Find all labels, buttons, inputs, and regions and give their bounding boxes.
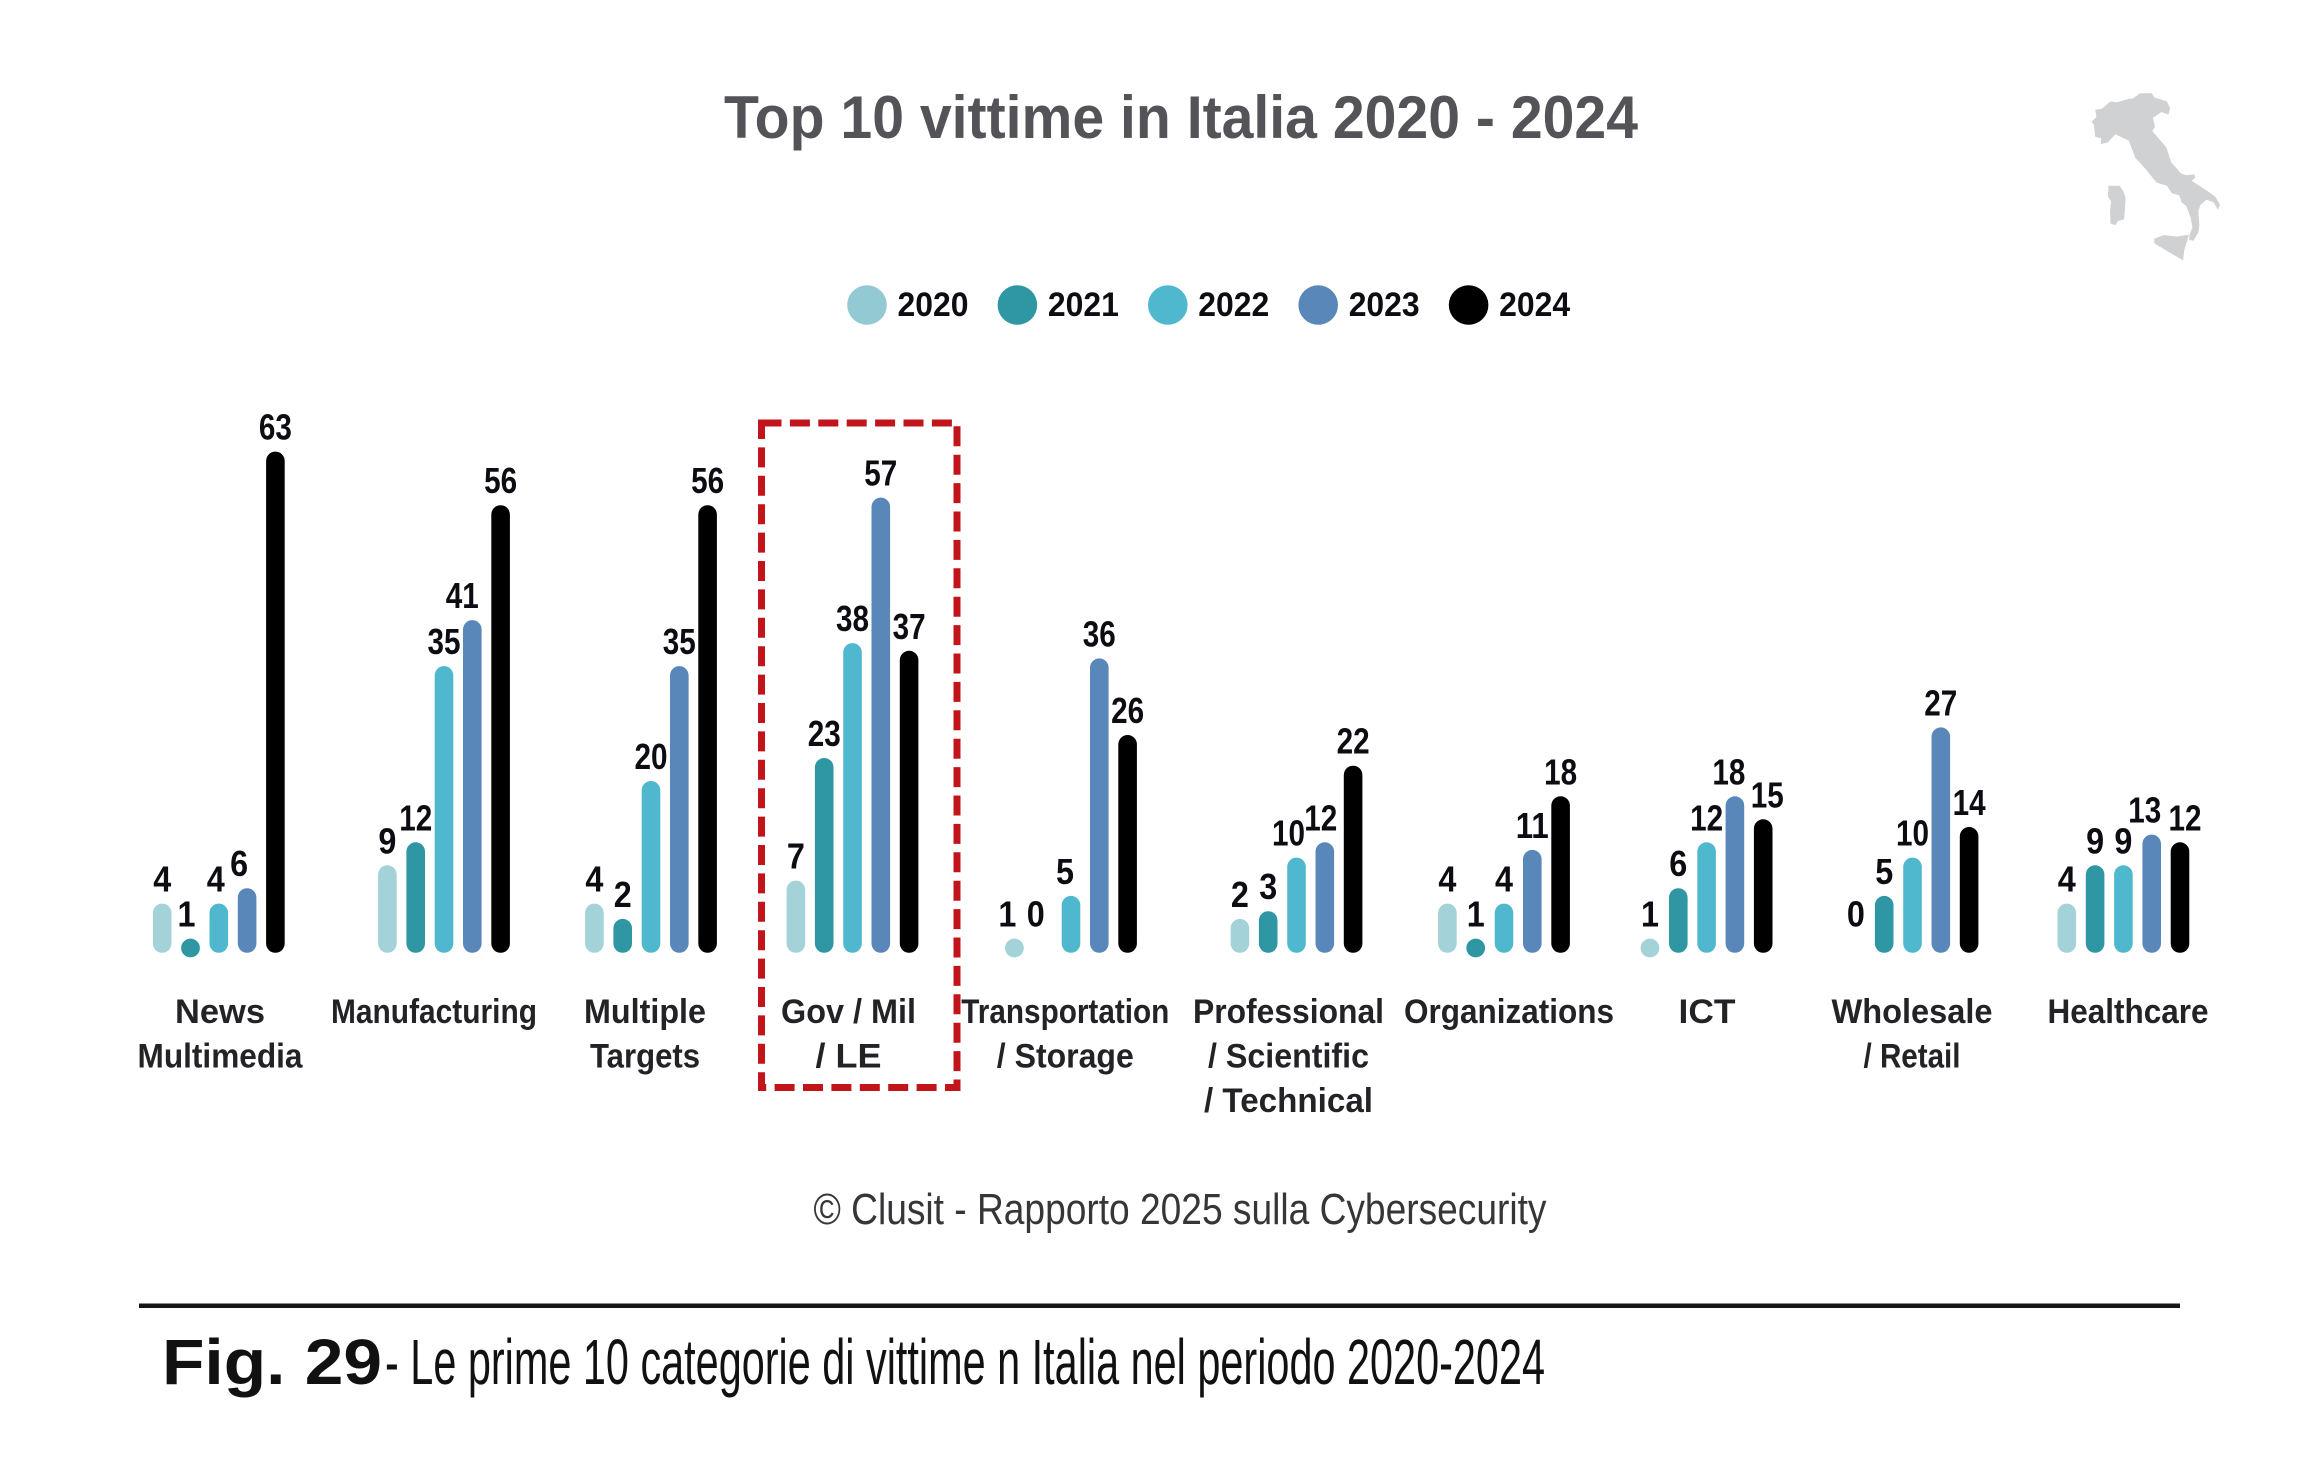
svg-text:63: 63 [259,407,292,448]
svg-text:4: 4 [1495,859,1513,900]
svg-text:2: 2 [614,874,632,915]
svg-text:27: 27 [1924,682,1957,723]
svg-text:/ Scientific: / Scientific [1208,1038,1369,1076]
svg-text:Transportation: Transportation [961,993,1169,1031]
svg-text:Gov / Mil: Gov / Mil [781,993,916,1031]
svg-text:Top 10 vittime in Italia 2020: Top 10 vittime in Italia 2020 - 2024 [724,84,1639,151]
svg-text:35: 35 [428,621,461,662]
svg-text:/ LE: / LE [816,1038,882,1076]
svg-text:12: 12 [1690,797,1723,838]
svg-text:Wholesale: Wholesale [1832,993,1993,1031]
svg-text:10: 10 [1896,813,1929,854]
svg-text:56: 56 [484,460,517,501]
svg-text:1: 1 [998,894,1016,935]
svg-text:1: 1 [1467,894,1485,935]
svg-text:23: 23 [808,713,841,754]
svg-text:/ Technical: / Technical [1204,1082,1373,1120]
svg-text:13: 13 [2128,790,2161,831]
svg-text:12: 12 [1304,797,1337,838]
svg-text:3: 3 [1259,866,1277,907]
svg-text:10: 10 [1272,813,1305,854]
svg-text:6: 6 [1669,843,1687,884]
svg-text:2021: 2021 [1048,286,1119,324]
svg-text:1: 1 [178,894,196,935]
svg-text:2020: 2020 [898,286,969,324]
svg-text:38: 38 [836,598,869,639]
svg-text:- Le prime 10 categorie di vit: - Le prime 10 categorie di vittime n Ita… [385,1326,1545,1398]
svg-text:36: 36 [1083,613,1116,654]
svg-text:News: News [175,993,265,1031]
svg-text:/ Storage: / Storage [997,1038,1134,1076]
svg-text:9: 9 [2086,820,2104,861]
svg-text:0: 0 [1847,894,1865,935]
svg-text:1: 1 [1641,894,1659,935]
svg-text:Manufacturing: Manufacturing [331,993,537,1031]
svg-text:15: 15 [1751,774,1784,815]
svg-text:26: 26 [1111,690,1144,731]
svg-text:18: 18 [1712,751,1745,792]
svg-text:Professional: Professional [1193,993,1384,1031]
svg-text:/ Retail: / Retail [1864,1038,1961,1076]
svg-text:18: 18 [1544,751,1577,792]
svg-text:5: 5 [1056,851,1074,892]
svg-text:© Clusit - Rapporto 2025 sulla: © Clusit - Rapporto 2025 sulla Cybersecu… [814,1185,1547,1234]
svg-text:Targets: Targets [590,1038,700,1076]
svg-text:ICT: ICT [1679,993,1736,1031]
svg-text:Healthcare: Healthcare [2048,993,2209,1031]
svg-text:2023: 2023 [1349,286,1420,324]
svg-text:41: 41 [446,575,479,616]
svg-text:4: 4 [153,859,171,900]
svg-text:Multiple: Multiple [584,993,706,1031]
svg-text:Multimedia: Multimedia [138,1038,304,1076]
svg-text:57: 57 [864,453,897,494]
svg-text:4: 4 [2058,859,2076,900]
svg-text:22: 22 [1337,721,1370,762]
svg-text:56: 56 [691,460,724,501]
svg-text:4: 4 [207,859,225,900]
svg-text:35: 35 [663,621,696,662]
svg-text:0: 0 [1027,894,1045,935]
svg-text:11: 11 [1516,805,1549,846]
svg-text:12: 12 [399,797,432,838]
svg-text:7: 7 [787,836,805,877]
svg-text:5: 5 [1875,851,1893,892]
svg-text:Organizations: Organizations [1404,993,1614,1031]
svg-text:2024: 2024 [1499,286,1570,324]
svg-text:2022: 2022 [1198,286,1269,324]
svg-text:4: 4 [1438,859,1456,900]
svg-text:4: 4 [585,859,603,900]
svg-text:12: 12 [2169,797,2202,838]
svg-text:Fig. 29: Fig. 29 [162,1326,382,1398]
svg-text:9: 9 [378,820,396,861]
svg-text:2: 2 [1231,874,1249,915]
svg-text:20: 20 [635,736,668,777]
svg-text:6: 6 [230,843,248,884]
svg-text:14: 14 [1953,782,1986,823]
svg-text:9: 9 [2114,820,2132,861]
svg-text:37: 37 [893,606,926,647]
